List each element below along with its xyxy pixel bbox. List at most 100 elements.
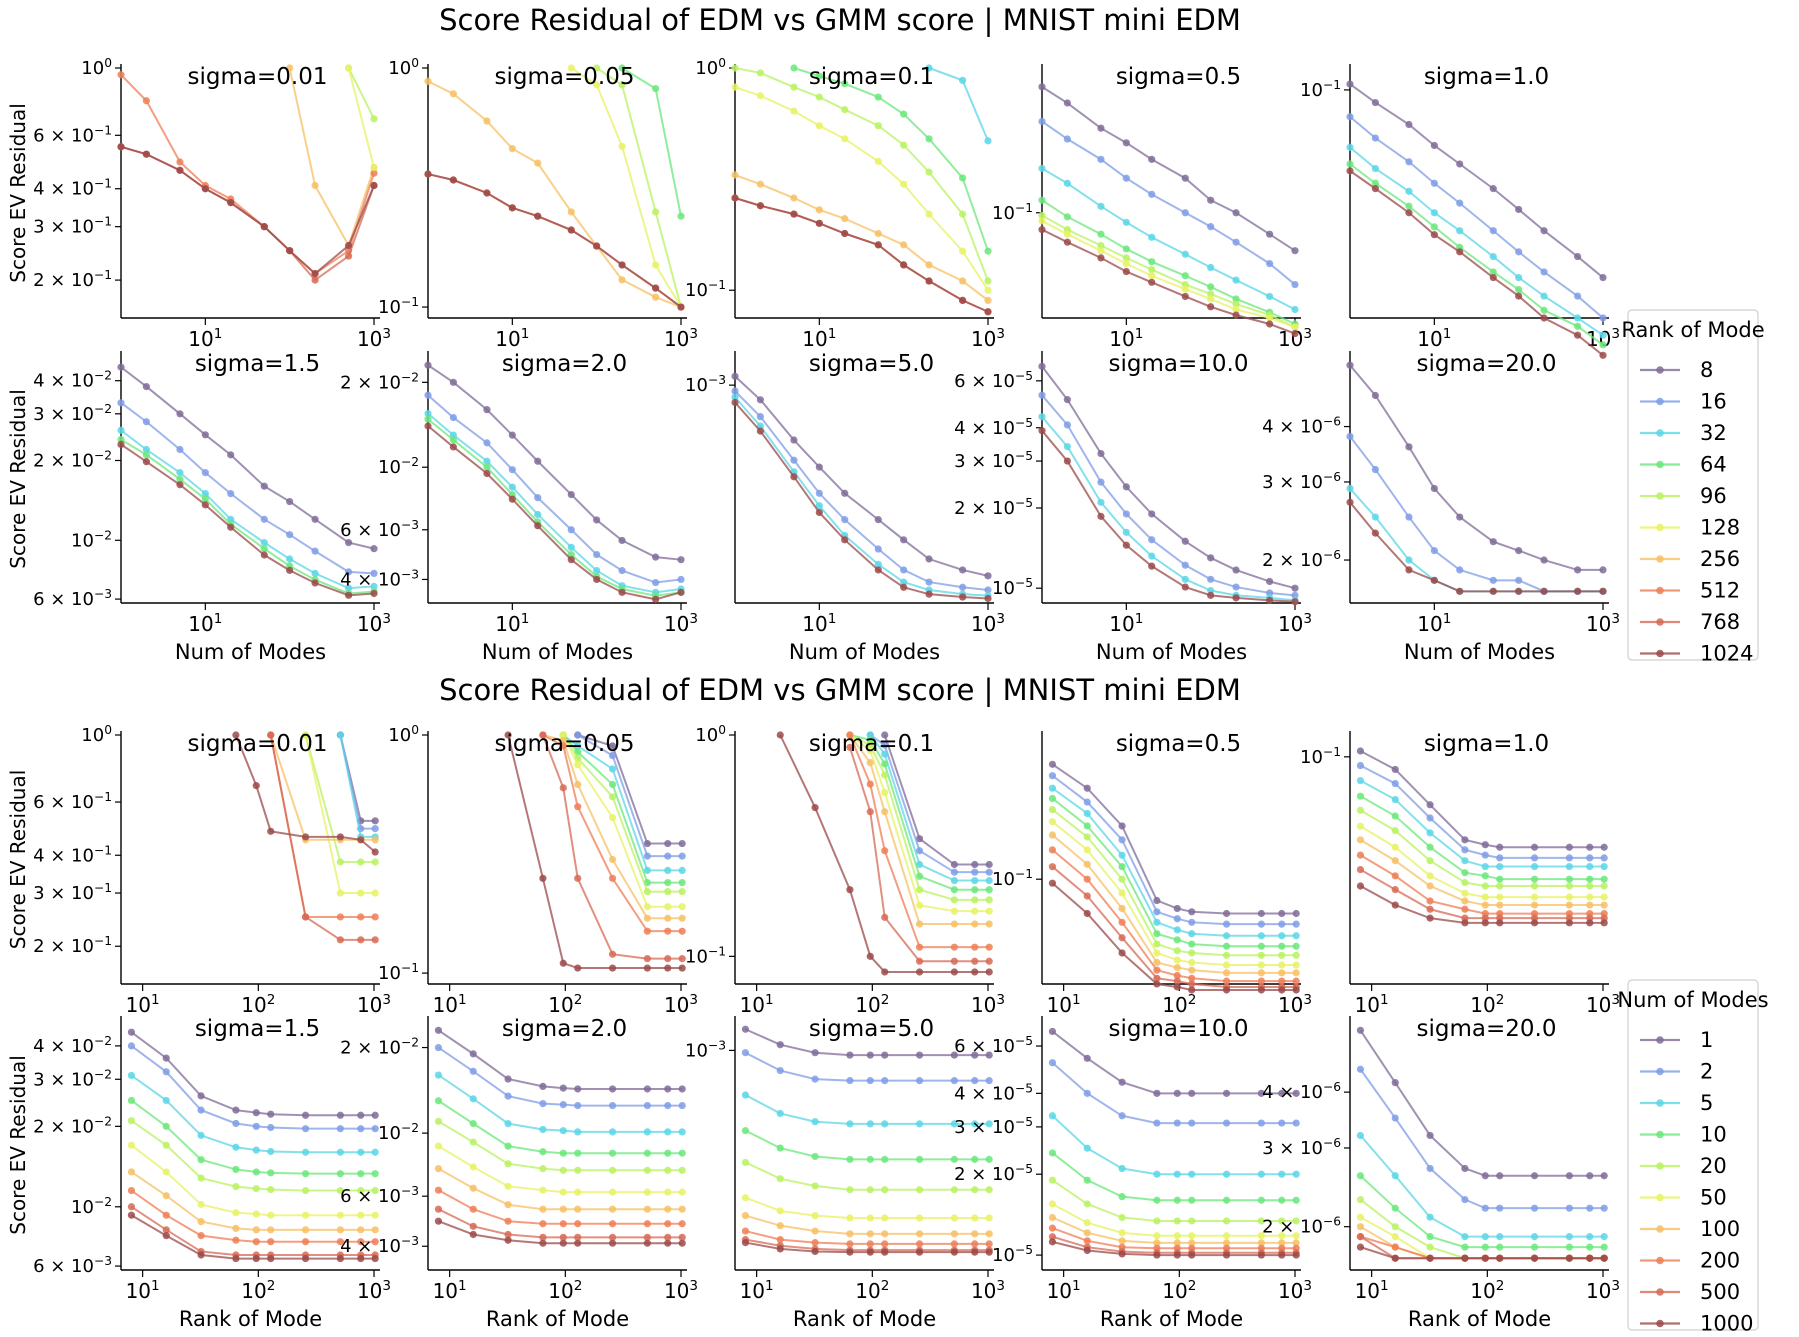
data-point-500 xyxy=(559,784,567,792)
data-point-1024 xyxy=(1574,587,1582,595)
data-point-5 xyxy=(881,750,889,758)
legend-label: 8 xyxy=(1700,358,1713,382)
series-line-10 xyxy=(744,1129,990,1161)
data-point-128 xyxy=(652,261,660,269)
data-point-200 xyxy=(846,1240,854,1248)
data-point-64 xyxy=(1371,179,1379,187)
x-tick-label: 102 xyxy=(241,992,275,1017)
data-point-20 xyxy=(1153,1217,1161,1225)
series-line-20 xyxy=(437,1120,683,1172)
series-line-500 xyxy=(1359,868,1605,920)
data-point-5 xyxy=(881,1120,889,1128)
data-point-1024 xyxy=(1266,320,1274,328)
data-point-10 xyxy=(1391,1204,1399,1212)
data-point-1 xyxy=(985,1051,993,1059)
chart-title: Score Residual of EDM vs GMM score | MNI… xyxy=(439,673,1241,707)
data-point-64 xyxy=(1346,160,1354,168)
series-line-5 xyxy=(744,1094,990,1125)
series-line-1 xyxy=(1051,763,1297,915)
data-point-1000 xyxy=(985,968,993,976)
data-point-2 xyxy=(1278,1119,1286,1127)
data-point-64 xyxy=(618,64,626,72)
data-point-10 xyxy=(643,1149,651,1157)
data-point-256 xyxy=(618,276,626,284)
tick-exponent: −1 xyxy=(1323,745,1341,759)
data-point-32 xyxy=(1122,528,1130,536)
tick-mantissa: 10 xyxy=(1300,747,1323,768)
data-point-10 xyxy=(1600,875,1608,883)
data-point-500 xyxy=(301,913,310,921)
data-point-1000 xyxy=(301,1254,310,1263)
data-point-8 xyxy=(1291,247,1299,255)
x-tick-label: 101 xyxy=(1047,992,1081,1017)
data-point-16 xyxy=(790,456,798,464)
data-point-1 xyxy=(371,817,379,825)
data-point-50 xyxy=(1586,893,1594,901)
y-tick-label: 6 × 10−3 xyxy=(33,1254,112,1277)
data-point-2 xyxy=(469,1067,477,1075)
data-point-50 xyxy=(1048,1200,1057,1208)
data-point-50 xyxy=(1188,1232,1196,1240)
data-point-1 xyxy=(971,860,979,869)
data-point-96 xyxy=(874,122,882,130)
data-point-2 xyxy=(664,852,672,860)
data-point-8 xyxy=(286,497,294,506)
series-line-50 xyxy=(1051,820,1297,967)
x-axis-label: Rank of Mode xyxy=(1100,1307,1243,1331)
data-point-500 xyxy=(608,1233,617,1241)
data-point-1000 xyxy=(1083,1246,1091,1255)
data-point-100 xyxy=(1153,958,1161,967)
y-tick-label: 4 × 10−5 xyxy=(954,416,1033,439)
data-point-5 xyxy=(1153,918,1161,926)
data-point-5 xyxy=(608,1128,617,1136)
data-point-128 xyxy=(345,64,353,72)
data-point-16 xyxy=(201,469,209,477)
data-point-5 xyxy=(252,1146,260,1154)
series-line-100 xyxy=(130,1171,376,1231)
data-point-200 xyxy=(539,1220,547,1228)
series-line-20 xyxy=(304,734,376,863)
data-point-200 xyxy=(1083,1237,1091,1245)
tick-mantissa: 2 × 10 xyxy=(1262,1217,1323,1238)
data-point-16 xyxy=(1097,478,1105,486)
data-point-2 xyxy=(915,1077,924,1085)
data-point-20 xyxy=(301,1186,310,1195)
tick-mantissa: 10 xyxy=(685,375,708,396)
series-line-256 xyxy=(288,67,375,248)
panel-title: sigma=0.1 xyxy=(809,64,934,90)
tick-mantissa: 10 xyxy=(992,578,1015,599)
x-tick-label: 103 xyxy=(971,611,1005,636)
data-point-1 xyxy=(1278,1089,1286,1097)
data-point-1024 xyxy=(618,588,626,596)
data-point-96 xyxy=(652,208,660,216)
tick-exponent: 3 xyxy=(1303,326,1312,342)
data-point-1000 xyxy=(1048,1238,1057,1246)
x-tick-label: 101 xyxy=(188,326,222,351)
data-point-32 xyxy=(1038,164,1046,173)
x-tick-label: 101 xyxy=(126,992,160,1017)
data-point-1000 xyxy=(127,1211,136,1219)
data-point-32 xyxy=(1063,442,1071,451)
tick-exponent: −1 xyxy=(94,881,112,895)
y-tick-label: 100 xyxy=(388,56,419,79)
data-point-5 xyxy=(741,1091,750,1099)
data-point-100 xyxy=(127,1168,136,1176)
data-point-16 xyxy=(370,569,378,578)
data-point-1000 xyxy=(371,848,379,856)
legend-marker xyxy=(1656,1193,1664,1202)
data-point-8 xyxy=(1515,205,1523,214)
series-line-512 xyxy=(427,173,682,308)
data-point-50 xyxy=(1083,1219,1091,1227)
data-point-50 xyxy=(950,1214,958,1222)
series-line-8 xyxy=(1041,86,1296,252)
tick-mantissa: 4 × 10 xyxy=(33,179,94,200)
series-line-2 xyxy=(437,1046,683,1107)
tick-exponent: 2 xyxy=(1496,1278,1505,1294)
data-point-5 xyxy=(1257,1170,1265,1178)
data-point-1000 xyxy=(1222,986,1231,994)
data-point-1000 xyxy=(559,1239,567,1247)
data-point-100 xyxy=(1461,897,1469,905)
y-tick-label: 2 × 10−2 xyxy=(340,1036,419,1059)
data-point-8 xyxy=(1097,124,1105,132)
data-point-8 xyxy=(1346,80,1354,88)
